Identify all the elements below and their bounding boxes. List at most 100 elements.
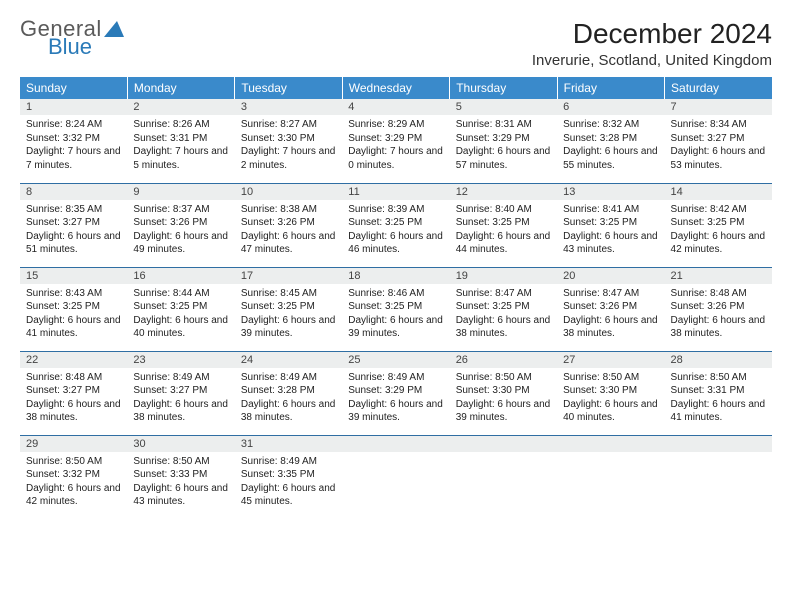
day-day: Daylight: 6 hours and 38 minutes. xyxy=(563,314,658,341)
day-details: Sunrise: 8:50 AMSunset: 3:30 PMDaylight:… xyxy=(450,368,557,429)
day-number: 14 xyxy=(665,184,772,200)
day-details: Sunrise: 8:43 AMSunset: 3:25 PMDaylight:… xyxy=(20,284,127,345)
weekday-header: Friday xyxy=(557,77,664,99)
day-sunset: Sunset: 3:31 PM xyxy=(671,384,766,398)
calendar-day-cell: 18Sunrise: 8:46 AMSunset: 3:25 PMDayligh… xyxy=(342,267,449,351)
calendar-day-cell: 29Sunrise: 8:50 AMSunset: 3:32 PMDayligh… xyxy=(20,435,127,519)
calendar-day-cell: 28Sunrise: 8:50 AMSunset: 3:31 PMDayligh… xyxy=(665,351,772,435)
day-number xyxy=(665,436,772,452)
day-number: 19 xyxy=(450,268,557,284)
day-day: Daylight: 6 hours and 42 minutes. xyxy=(671,230,766,257)
day-day: Daylight: 7 hours and 5 minutes. xyxy=(133,145,228,172)
day-sunset: Sunset: 3:30 PM xyxy=(241,132,336,146)
day-sunrise: Sunrise: 8:49 AM xyxy=(348,371,443,385)
triangle-icon xyxy=(104,21,124,37)
day-details: Sunrise: 8:50 AMSunset: 3:32 PMDaylight:… xyxy=(20,452,127,513)
day-sunset: Sunset: 3:27 PM xyxy=(26,216,121,230)
day-details: Sunrise: 8:29 AMSunset: 3:29 PMDaylight:… xyxy=(342,115,449,176)
day-sunset: Sunset: 3:27 PM xyxy=(671,132,766,146)
day-details: Sunrise: 8:50 AMSunset: 3:33 PMDaylight:… xyxy=(127,452,234,513)
day-day: Daylight: 6 hours and 41 minutes. xyxy=(26,314,121,341)
calendar-day-cell: 13Sunrise: 8:41 AMSunset: 3:25 PMDayligh… xyxy=(557,183,664,267)
day-day: Daylight: 6 hours and 39 minutes. xyxy=(348,314,443,341)
day-details: Sunrise: 8:35 AMSunset: 3:27 PMDaylight:… xyxy=(20,200,127,261)
day-details: Sunrise: 8:45 AMSunset: 3:25 PMDaylight:… xyxy=(235,284,342,345)
day-day: Daylight: 6 hours and 42 minutes. xyxy=(26,482,121,509)
calendar-day-cell: 27Sunrise: 8:50 AMSunset: 3:30 PMDayligh… xyxy=(557,351,664,435)
calendar-day-cell: 14Sunrise: 8:42 AMSunset: 3:25 PMDayligh… xyxy=(665,183,772,267)
day-number: 27 xyxy=(557,352,664,368)
day-number: 3 xyxy=(235,99,342,115)
calendar-day-cell: 12Sunrise: 8:40 AMSunset: 3:25 PMDayligh… xyxy=(450,183,557,267)
day-day: Daylight: 6 hours and 43 minutes. xyxy=(133,482,228,509)
day-sunrise: Sunrise: 8:32 AM xyxy=(563,118,658,132)
day-number: 13 xyxy=(557,184,664,200)
calendar-thead: SundayMondayTuesdayWednesdayThursdayFrid… xyxy=(20,77,772,99)
day-day: Daylight: 6 hours and 38 minutes. xyxy=(133,398,228,425)
calendar-day-cell: 25Sunrise: 8:49 AMSunset: 3:29 PMDayligh… xyxy=(342,351,449,435)
day-details: Sunrise: 8:37 AMSunset: 3:26 PMDaylight:… xyxy=(127,200,234,261)
day-number: 12 xyxy=(450,184,557,200)
day-details xyxy=(665,452,772,508)
day-day: Daylight: 6 hours and 46 minutes. xyxy=(348,230,443,257)
weekday-row: SundayMondayTuesdayWednesdayThursdayFrid… xyxy=(20,77,772,99)
day-details xyxy=(557,452,664,508)
day-details: Sunrise: 8:50 AMSunset: 3:31 PMDaylight:… xyxy=(665,368,772,429)
day-sunrise: Sunrise: 8:35 AM xyxy=(26,203,121,217)
day-sunset: Sunset: 3:26 PM xyxy=(671,300,766,314)
calendar-day-cell: 15Sunrise: 8:43 AMSunset: 3:25 PMDayligh… xyxy=(20,267,127,351)
day-number: 28 xyxy=(665,352,772,368)
day-sunrise: Sunrise: 8:48 AM xyxy=(671,287,766,301)
day-day: Daylight: 6 hours and 38 minutes. xyxy=(671,314,766,341)
calendar-week-row: 1Sunrise: 8:24 AMSunset: 3:32 PMDaylight… xyxy=(20,99,772,183)
day-number: 22 xyxy=(20,352,127,368)
calendar-day-cell xyxy=(450,435,557,519)
day-day: Daylight: 6 hours and 39 minutes. xyxy=(456,398,551,425)
day-number: 4 xyxy=(342,99,449,115)
day-details: Sunrise: 8:49 AMSunset: 3:29 PMDaylight:… xyxy=(342,368,449,429)
day-day: Daylight: 6 hours and 39 minutes. xyxy=(348,398,443,425)
calendar-day-cell: 19Sunrise: 8:47 AMSunset: 3:25 PMDayligh… xyxy=(450,267,557,351)
day-day: Daylight: 7 hours and 2 minutes. xyxy=(241,145,336,172)
day-sunrise: Sunrise: 8:27 AM xyxy=(241,118,336,132)
day-number: 29 xyxy=(20,436,127,452)
day-sunrise: Sunrise: 8:44 AM xyxy=(133,287,228,301)
day-number: 2 xyxy=(127,99,234,115)
day-sunset: Sunset: 3:29 PM xyxy=(348,384,443,398)
day-sunrise: Sunrise: 8:41 AM xyxy=(563,203,658,217)
day-number: 9 xyxy=(127,184,234,200)
calendar-day-cell: 23Sunrise: 8:49 AMSunset: 3:27 PMDayligh… xyxy=(127,351,234,435)
day-sunrise: Sunrise: 8:50 AM xyxy=(456,371,551,385)
day-sunrise: Sunrise: 8:47 AM xyxy=(456,287,551,301)
day-number: 8 xyxy=(20,184,127,200)
day-number: 26 xyxy=(450,352,557,368)
day-day: Daylight: 6 hours and 49 minutes. xyxy=(133,230,228,257)
day-day: Daylight: 6 hours and 44 minutes. xyxy=(456,230,551,257)
day-sunset: Sunset: 3:32 PM xyxy=(26,468,121,482)
day-sunset: Sunset: 3:26 PM xyxy=(563,300,658,314)
day-sunset: Sunset: 3:28 PM xyxy=(241,384,336,398)
day-details: Sunrise: 8:49 AMSunset: 3:28 PMDaylight:… xyxy=(235,368,342,429)
day-sunrise: Sunrise: 8:48 AM xyxy=(26,371,121,385)
day-sunrise: Sunrise: 8:45 AM xyxy=(241,287,336,301)
day-number: 24 xyxy=(235,352,342,368)
day-sunset: Sunset: 3:35 PM xyxy=(241,468,336,482)
calendar-day-cell: 22Sunrise: 8:48 AMSunset: 3:27 PMDayligh… xyxy=(20,351,127,435)
weekday-header: Wednesday xyxy=(342,77,449,99)
day-sunrise: Sunrise: 8:50 AM xyxy=(563,371,658,385)
day-details: Sunrise: 8:31 AMSunset: 3:29 PMDaylight:… xyxy=(450,115,557,176)
calendar-day-cell: 26Sunrise: 8:50 AMSunset: 3:30 PMDayligh… xyxy=(450,351,557,435)
day-sunrise: Sunrise: 8:49 AM xyxy=(241,371,336,385)
day-sunrise: Sunrise: 8:37 AM xyxy=(133,203,228,217)
day-details: Sunrise: 8:50 AMSunset: 3:30 PMDaylight:… xyxy=(557,368,664,429)
calendar-day-cell: 24Sunrise: 8:49 AMSunset: 3:28 PMDayligh… xyxy=(235,351,342,435)
calendar-body: 1Sunrise: 8:24 AMSunset: 3:32 PMDaylight… xyxy=(20,99,772,519)
day-details: Sunrise: 8:47 AMSunset: 3:25 PMDaylight:… xyxy=(450,284,557,345)
day-sunset: Sunset: 3:25 PM xyxy=(671,216,766,230)
day-day: Daylight: 6 hours and 40 minutes. xyxy=(133,314,228,341)
day-sunset: Sunset: 3:25 PM xyxy=(456,300,551,314)
day-number: 6 xyxy=(557,99,664,115)
day-details: Sunrise: 8:39 AMSunset: 3:25 PMDaylight:… xyxy=(342,200,449,261)
calendar-week-row: 15Sunrise: 8:43 AMSunset: 3:25 PMDayligh… xyxy=(20,267,772,351)
day-details: Sunrise: 8:49 AMSunset: 3:27 PMDaylight:… xyxy=(127,368,234,429)
